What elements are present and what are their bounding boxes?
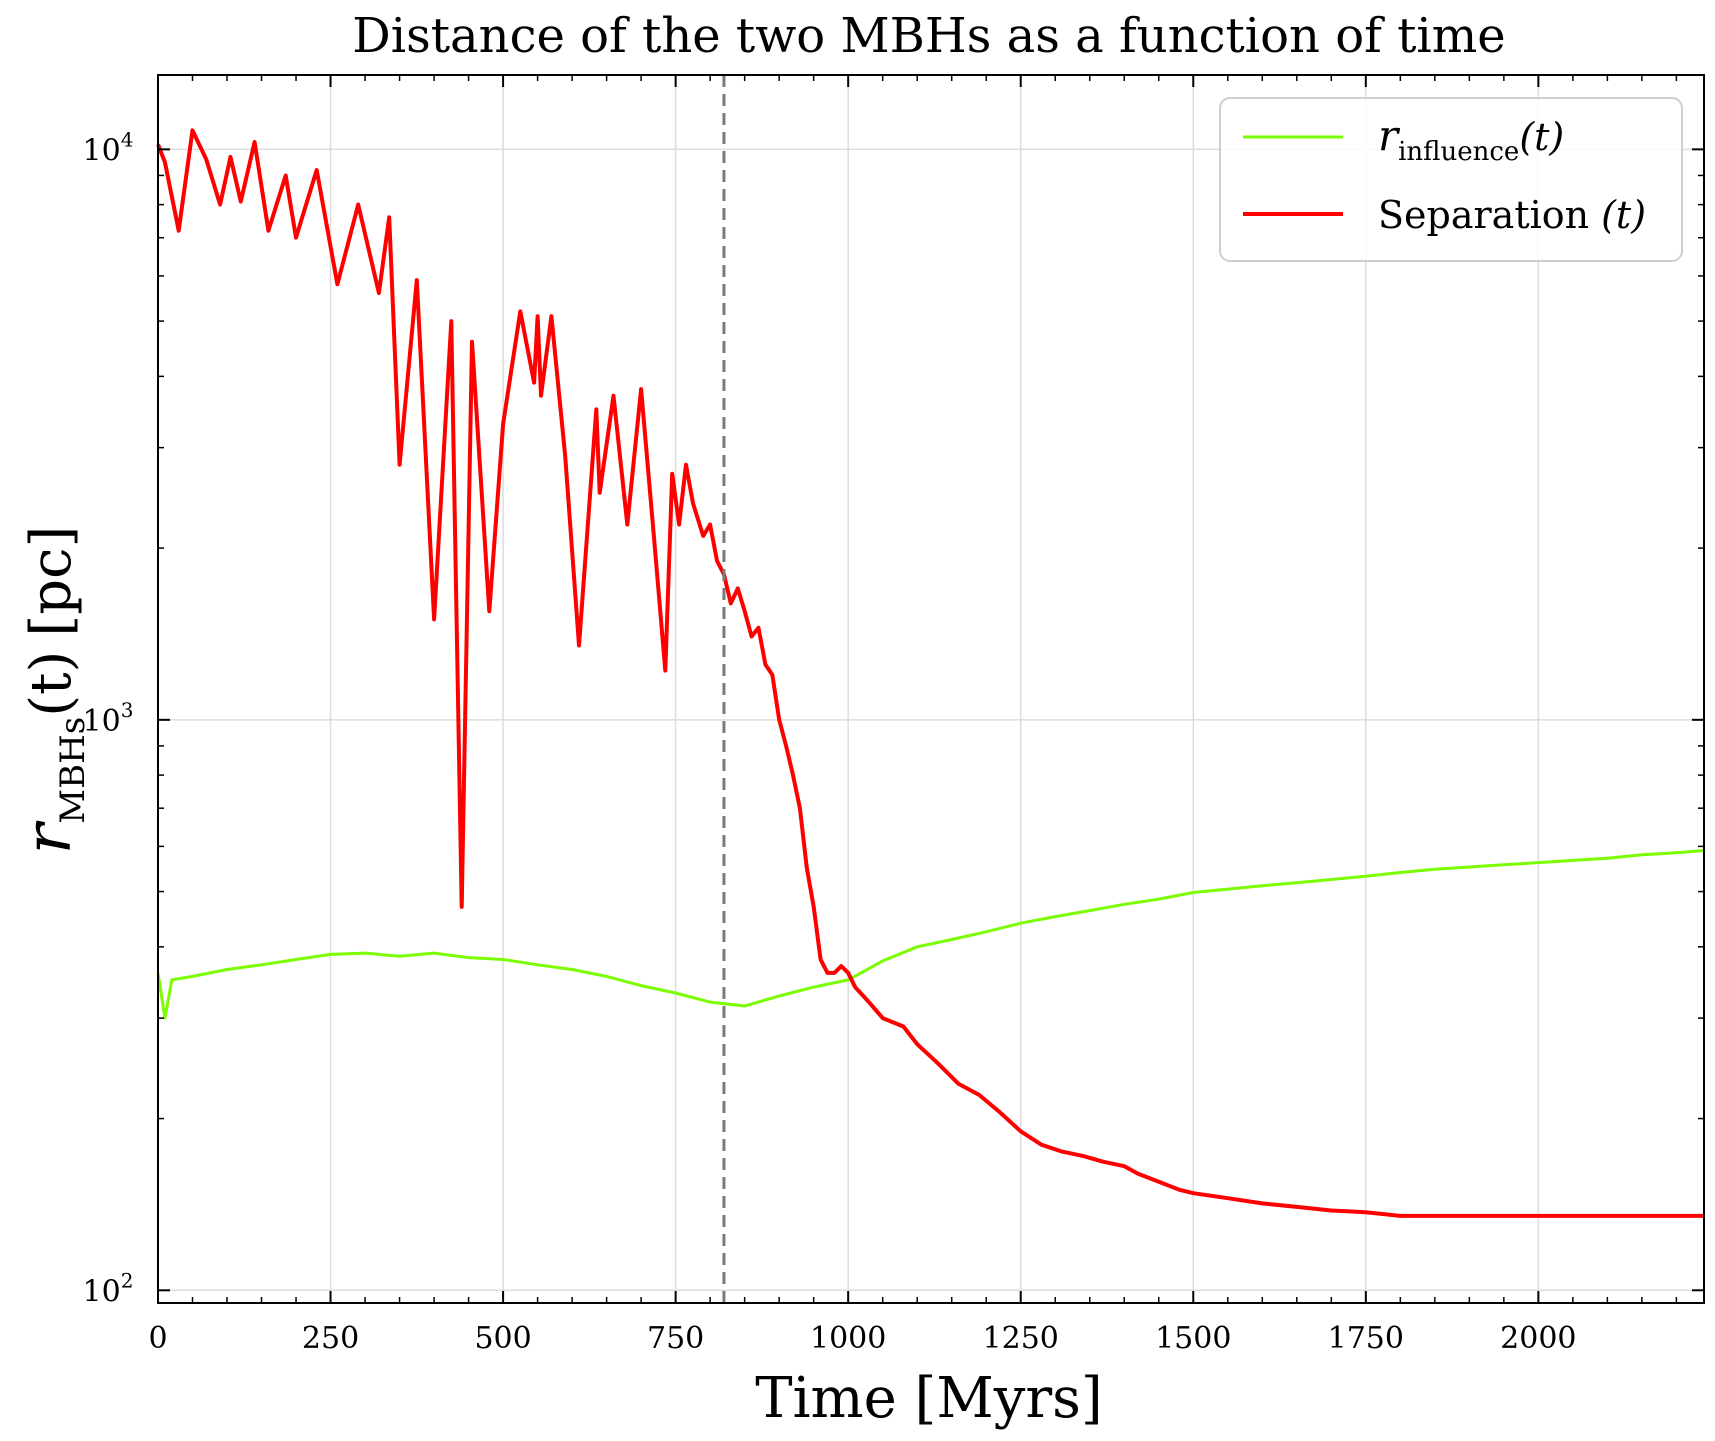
series-line-separation — [156, 128, 1704, 1218]
x-tick-label: 750 — [647, 1321, 704, 1356]
legend: rinfluence(t) Separation (t) — [1219, 97, 1683, 262]
y-axis-label-unit: [pc] — [19, 526, 84, 637]
chart-title: Distance of the two MBHs as a function o… — [352, 8, 1505, 64]
series-line-influence — [156, 849, 1705, 1020]
legend-separation-text: Separation — [1378, 193, 1589, 237]
plot-area — [156, 75, 1705, 1303]
legend-influence-symbol: r — [1378, 111, 1401, 160]
legend-influence-subscript: influence — [1398, 137, 1519, 167]
grid — [157, 75, 1704, 1303]
y-tick-label: 104 — [83, 127, 134, 168]
legend-label-influence: rinfluence(t) — [1378, 111, 1564, 167]
y-axis-label-arg: (t) — [19, 651, 84, 717]
x-tick-label: 1750 — [1328, 1321, 1404, 1356]
svg-text:rMBHs(t)[pc]: rMBHs(t) [pc] — [12, 526, 93, 855]
y-tick-label: 103 — [83, 698, 134, 739]
x-tick-label: 0 — [148, 1321, 167, 1356]
x-tick-label: 500 — [474, 1321, 531, 1356]
legend-label-separation: Separation (t) — [1378, 193, 1646, 237]
legend-box — [1219, 97, 1683, 262]
y-axis-label: rMBHs(t) [pc] — [12, 526, 93, 855]
legend-influence-arg: (t) — [1519, 115, 1564, 159]
x-tick-label: 1250 — [983, 1321, 1059, 1356]
plot-frame — [157, 74, 1705, 1304]
y-axis-label-subscript: MBHs — [53, 717, 93, 824]
ticks: 0 250 500 750 1000 1250 1500 1750 2000 102 103 104 — [83, 75, 1704, 1356]
y-tick-label: 102 — [83, 1268, 134, 1309]
y-axis-label-symbol: r — [12, 820, 86, 854]
legend-separation-arg: (t) — [1601, 193, 1646, 237]
x-tick-label: 2000 — [1500, 1321, 1576, 1356]
x-tick-label: 1500 — [1155, 1321, 1231, 1356]
x-tick-label: 1000 — [810, 1321, 886, 1356]
x-axis-label: Time [Myrs] — [755, 1366, 1102, 1431]
x-tick-label: 250 — [302, 1321, 359, 1356]
